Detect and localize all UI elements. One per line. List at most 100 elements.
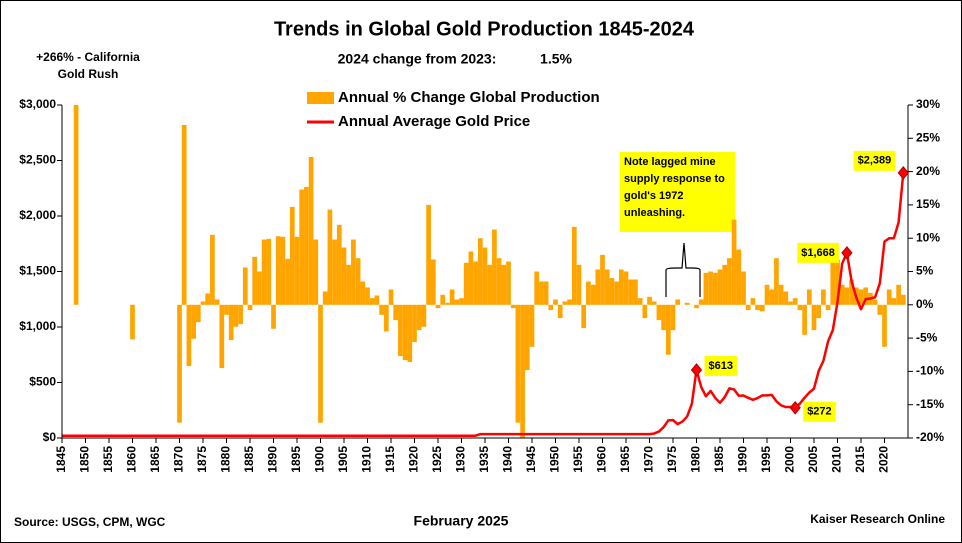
- bar: [374, 295, 380, 305]
- x-tick-label: 1955: [571, 446, 585, 473]
- bar: [520, 304, 525, 438]
- subtitle: 2024 change from 2023:: [338, 51, 497, 67]
- bar: [731, 219, 737, 305]
- x-tick-label: 1890: [266, 446, 280, 473]
- bar: [351, 239, 356, 305]
- bar: [308, 156, 314, 305]
- bar: [590, 284, 596, 305]
- point-marker: [841, 246, 853, 260]
- y2-tick-label: 10%: [916, 230, 940, 244]
- bar: [877, 304, 883, 315]
- x-tick-label: 1895: [289, 446, 303, 473]
- bar: [642, 304, 648, 319]
- bar: [365, 287, 370, 305]
- x-tick-label: 1960: [595, 446, 609, 473]
- bar: [844, 287, 850, 305]
- bar: [332, 239, 337, 305]
- x-tick-label: 1945: [524, 446, 538, 473]
- point-label: $1,668: [801, 247, 835, 259]
- bar: [708, 271, 713, 305]
- bar: [529, 304, 535, 347]
- bar: [266, 238, 272, 305]
- y2-tick-label: 25%: [916, 130, 940, 144]
- bar: [600, 254, 605, 305]
- point-label-box: [704, 355, 737, 376]
- bar: [449, 289, 455, 305]
- bar: [454, 299, 460, 305]
- y-tick-label: $1,000: [19, 319, 56, 333]
- bar: [304, 186, 309, 305]
- bracket: [665, 242, 701, 297]
- bar: [412, 304, 417, 343]
- bar: [633, 279, 638, 305]
- x-tick-label: 2020: [877, 446, 891, 473]
- bar: [651, 301, 657, 305]
- bar: [346, 264, 352, 305]
- bar: [468, 251, 474, 305]
- bar: [383, 304, 389, 332]
- source: Source: USGS, CPM, WGC: [14, 515, 166, 529]
- bar: [821, 289, 826, 305]
- x-tick-label: 1970: [642, 446, 656, 473]
- bar: [745, 304, 751, 311]
- bar: [327, 209, 333, 305]
- x-tick-label: 1845: [54, 446, 68, 473]
- x-tick-label: 1885: [242, 446, 256, 473]
- x-tick-label: 1920: [407, 446, 421, 473]
- bar: [797, 304, 803, 311]
- bar: [553, 299, 558, 305]
- bar: [863, 287, 869, 305]
- bar: [379, 304, 384, 315]
- bar: [783, 291, 789, 305]
- x-tick-label: 1865: [148, 446, 162, 473]
- bar: [299, 189, 305, 305]
- bar: [440, 294, 446, 305]
- y-tick-label: $2,000: [19, 208, 56, 222]
- bar: [195, 304, 201, 323]
- bar: [294, 236, 300, 305]
- bar: [548, 304, 554, 311]
- x-tick-label: 1965: [618, 446, 632, 473]
- note-text: supply response to: [624, 173, 725, 185]
- y-tick-label: $3,000: [19, 97, 56, 111]
- bar: [788, 301, 793, 305]
- bar: [736, 249, 742, 305]
- bar: [647, 296, 652, 305]
- bar: [727, 258, 732, 305]
- x-tick-label: 1910: [360, 446, 374, 473]
- bar: [477, 238, 483, 305]
- bar: [463, 262, 469, 305]
- bar: [487, 264, 493, 305]
- bar: [567, 299, 572, 305]
- bar: [360, 281, 366, 305]
- bar: [426, 204, 431, 305]
- bar: [219, 304, 225, 369]
- bar: [539, 281, 544, 305]
- point-label-box: [853, 150, 896, 171]
- bar: [637, 298, 643, 305]
- note-text: unleashing.: [624, 207, 685, 219]
- bar: [130, 304, 135, 340]
- bar: [289, 206, 295, 305]
- bar: [275, 236, 281, 305]
- bar: [614, 281, 619, 305]
- bar: [595, 269, 601, 305]
- bar: [774, 258, 779, 305]
- bar: [252, 256, 258, 305]
- bar: [543, 281, 549, 305]
- y2-tick-label: -20%: [916, 430, 944, 444]
- bar: [764, 284, 770, 305]
- bar: [177, 304, 182, 423]
- publisher: Kaiser Research Online: [810, 512, 945, 526]
- bar: [318, 304, 323, 423]
- bar: [313, 239, 319, 305]
- bar: [872, 299, 878, 305]
- y2-tick-label: 15%: [916, 197, 940, 211]
- bar: [407, 304, 413, 363]
- y2-tick-label: 5%: [916, 264, 934, 278]
- bar: [656, 304, 662, 321]
- bar: [247, 304, 253, 311]
- bar: [886, 289, 892, 305]
- x-tick-label: 1915: [383, 446, 397, 473]
